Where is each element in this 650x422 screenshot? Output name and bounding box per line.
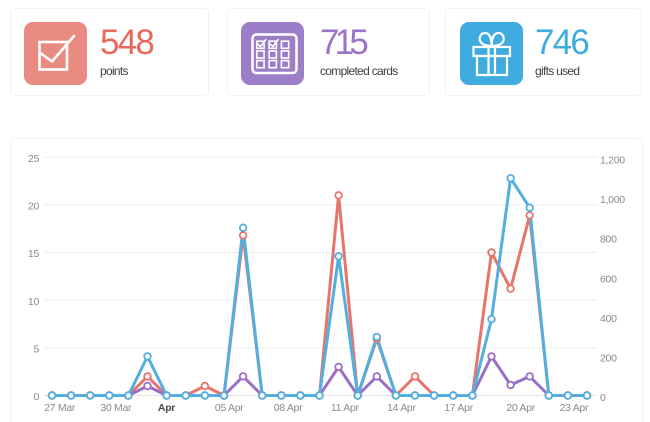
svg-text:20: 20 (28, 201, 40, 213)
svg-text:30 Mar: 30 Mar (100, 402, 132, 414)
svg-text:200: 200 (600, 353, 617, 365)
svg-text:Apr: Apr (158, 402, 175, 414)
svg-text:0: 0 (600, 392, 606, 404)
svg-text:10: 10 (28, 296, 40, 308)
svg-text:15: 15 (28, 248, 40, 260)
svg-text:27 Mar: 27 Mar (44, 402, 76, 414)
svg-text:08 Apr: 08 Apr (274, 402, 303, 414)
svg-text:1,000: 1,000 (600, 194, 625, 206)
svg-text:17 Apr: 17 Apr (444, 402, 473, 414)
svg-text:0: 0 (33, 391, 39, 403)
svg-text:14 Apr: 14 Apr (387, 402, 416, 414)
svg-text:5: 5 (33, 344, 39, 356)
svg-text:05 Apr: 05 Apr (215, 402, 244, 414)
svg-text:400: 400 (600, 313, 617, 325)
svg-text:23 Apr: 23 Apr (560, 402, 589, 414)
svg-text:25: 25 (28, 153, 40, 165)
svg-text:11 Apr: 11 Apr (331, 402, 360, 414)
svg-text:20 Apr: 20 Apr (506, 402, 535, 414)
svg-text:1,200: 1,200 (600, 154, 625, 166)
svg-text:800: 800 (600, 234, 617, 246)
svg-text:600: 600 (600, 273, 617, 285)
